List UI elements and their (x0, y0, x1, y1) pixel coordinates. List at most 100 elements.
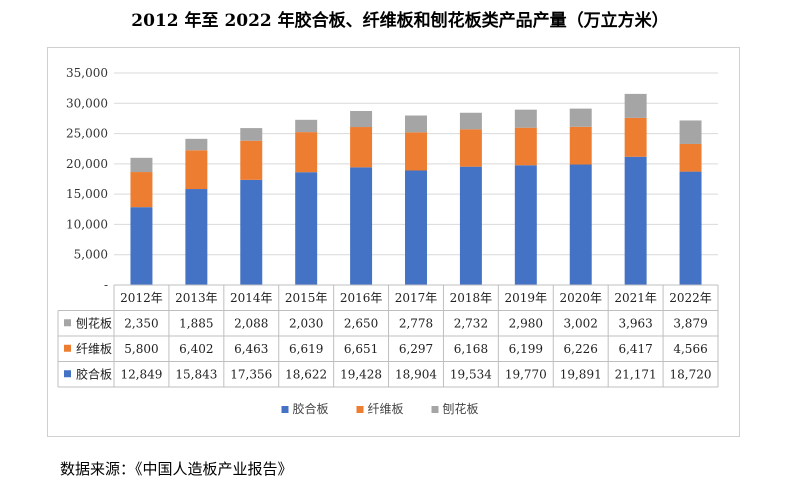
bar-segment (405, 115, 427, 133)
table-value: 19,428 (340, 367, 382, 381)
bar-segment (295, 132, 318, 173)
y-tick-label: 25,000 (66, 127, 108, 141)
bar-segment (295, 172, 318, 285)
y-tick-label: 35,000 (66, 66, 108, 80)
table-value: 2,088 (234, 316, 268, 330)
bar-segment (624, 93, 647, 118)
table-value: 17,356 (230, 367, 272, 381)
table-series-label: 纤维板 (76, 342, 112, 356)
table-series-label: 胶合板 (76, 366, 112, 381)
y-tick-label: 10,000 (66, 217, 108, 231)
table-value: 6,651 (344, 342, 378, 356)
table-legend-key (64, 370, 71, 378)
bar-segment (514, 165, 537, 285)
bar-segment (459, 166, 482, 285)
bar-segment (624, 117, 647, 157)
table-value: 2,030 (289, 316, 323, 330)
y-tick-label: - (104, 278, 108, 292)
table-value: 1,885 (179, 316, 213, 330)
y-tick-label: 30,000 (66, 96, 108, 110)
table-value: 2,980 (509, 316, 543, 330)
bar-segment (130, 172, 153, 208)
table-value: 3,002 (564, 316, 598, 330)
x-category-label: 2018年 (450, 291, 493, 305)
table-value: 18,904 (395, 367, 437, 381)
table-value: 2,650 (344, 316, 378, 330)
table-value: 18,720 (670, 367, 712, 381)
bar-segment (679, 171, 702, 285)
table-value: 3,963 (618, 316, 652, 330)
x-category-label: 2015年 (285, 291, 328, 305)
table-value: 6,417 (618, 342, 652, 356)
table-value: 6,168 (454, 342, 488, 356)
bar-segment (569, 126, 592, 165)
x-category-label: 2013年 (175, 291, 218, 305)
table-value: 18,622 (285, 367, 327, 381)
bar-segment (405, 170, 427, 285)
bar-segment (459, 129, 482, 167)
x-category-label: 2017年 (395, 291, 438, 305)
table-legend-key (64, 344, 71, 352)
table-value: 15,843 (175, 367, 217, 381)
bar-segment (240, 179, 263, 285)
stacked-bar-chart: - 5,000 10,000 15,000 20,000 25,000 30,000 35,0… (57, 66, 719, 416)
data-source-note: 数据来源：《中国人造板产业报告》 (60, 460, 293, 478)
bar-segment (240, 140, 263, 180)
table-value: 2,350 (124, 316, 158, 330)
bar-segment (569, 108, 592, 127)
table-value: 6,619 (289, 342, 323, 356)
y-tick-label: 20,000 (66, 157, 108, 171)
table-value: 6,297 (399, 342, 433, 356)
legend-label: 刨花板 (443, 401, 479, 416)
bar-segment (459, 112, 482, 130)
bar-segment (130, 157, 153, 173)
bar-segment (350, 167, 373, 285)
bar-segment (350, 110, 373, 128)
table-value: 6,402 (179, 342, 213, 356)
table-value: 6,463 (234, 342, 268, 356)
chart-frame: - 5,000 10,000 15,000 20,000 25,000 30,000 35,0… (47, 47, 740, 437)
bar-segment (569, 164, 592, 285)
x-category-label: 2014年 (230, 291, 273, 305)
legend-key (281, 406, 289, 413)
x-category-label: 2022年 (669, 291, 712, 305)
table-value: 19,770 (505, 367, 547, 381)
bar-segment (130, 207, 153, 285)
bar-segment (514, 109, 537, 128)
bar-segment (240, 128, 263, 141)
x-category-label: 2016年 (340, 291, 383, 305)
table-value: 2,732 (454, 316, 488, 330)
y-tick-label: 5,000 (74, 248, 108, 262)
bar-segment (679, 120, 702, 144)
table-value: 5,800 (124, 342, 158, 356)
x-category-label: 2021年 (614, 291, 657, 305)
table-value: 4,566 (673, 342, 707, 356)
table-value: 19,891 (560, 367, 602, 381)
table-legend-key (64, 319, 71, 327)
bar-segment (624, 156, 647, 285)
x-category-label: 2020年 (559, 291, 602, 305)
bar-segment (295, 119, 318, 133)
bar-segment (405, 132, 427, 171)
table-series-label: 刨花板 (76, 315, 112, 330)
bar-segment (185, 150, 208, 190)
x-category-label: 2012年 (120, 291, 163, 305)
bar-segment (185, 138, 208, 151)
chart-title: 2012 年至 2022 年胶合板、纤维板和刨花板类产品产量（万立方米） (131, 11, 669, 31)
x-category-label: 2019年 (505, 291, 548, 305)
table-value: 3,879 (673, 316, 707, 330)
legend-label: 胶合板 (293, 401, 329, 416)
bar-segment (679, 143, 702, 172)
table-value: 6,199 (509, 342, 543, 356)
table-value: 6,226 (564, 342, 598, 356)
bar-segment (514, 127, 537, 166)
table-value: 19,534 (450, 367, 492, 381)
legend-label: 纤维板 (368, 402, 404, 416)
table-value: 12,849 (120, 367, 162, 381)
bar-segment (350, 127, 373, 168)
table-value: 21,171 (615, 367, 657, 381)
y-tick-label: 15,000 (66, 187, 108, 201)
bar-segment (185, 189, 208, 285)
legend-key (431, 406, 439, 413)
legend-key (356, 406, 364, 413)
